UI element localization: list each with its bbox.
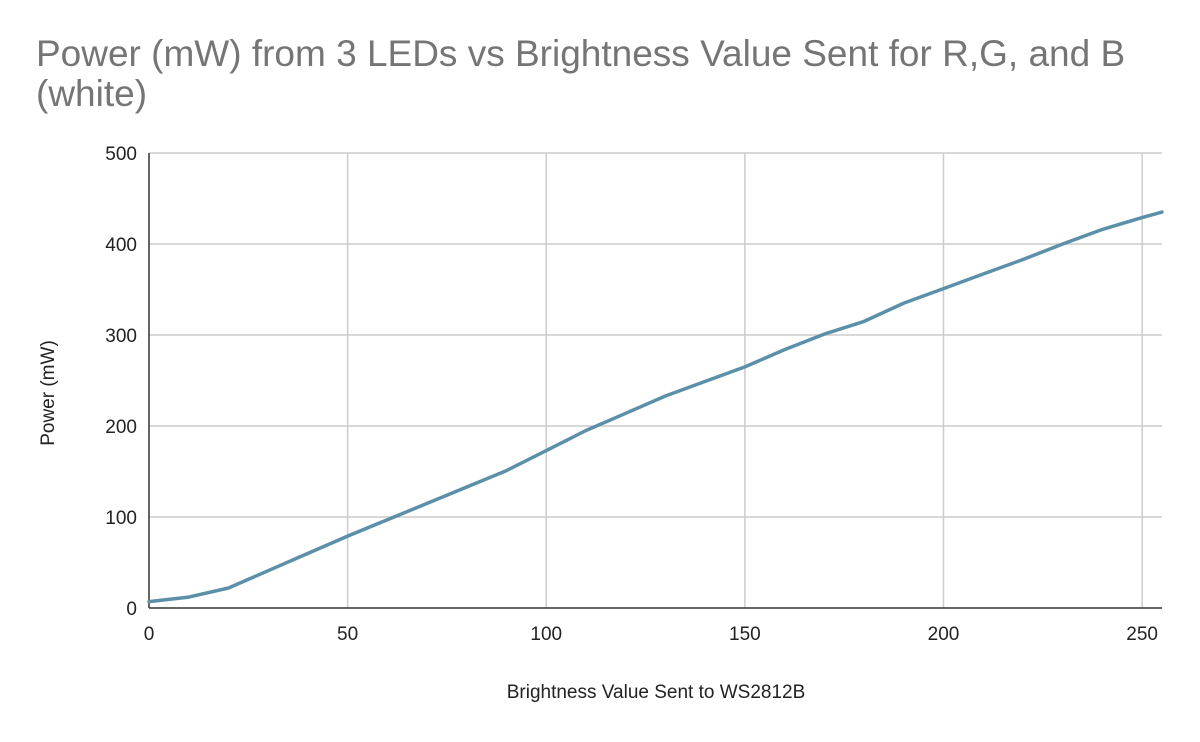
y-tick-label: 200 <box>105 417 137 438</box>
series-line <box>147 210 1164 604</box>
x-tick-label: 100 <box>530 624 562 645</box>
y-tick-label: 500 <box>105 144 137 165</box>
x-axis-title: Brightness Value Sent to WS2812B <box>507 682 806 703</box>
grid-lines <box>149 152 1162 608</box>
y-axis-title: Power (mW) <box>38 340 59 446</box>
x-tick-label: 150 <box>729 624 761 645</box>
y-tick-label: 100 <box>105 508 137 529</box>
x-tick-label: 0 <box>144 624 155 645</box>
x-tick-label: 250 <box>1126 624 1158 645</box>
y-tick-label: 0 <box>126 599 137 620</box>
y-tick-label: 400 <box>105 235 137 256</box>
x-tick-label: 50 <box>337 624 358 645</box>
chart-title: Power (mW) from 3 LEDs vs Brightness Val… <box>36 33 1126 114</box>
y-tick-label: 300 <box>105 326 137 347</box>
tick-labels: 0 100 200 300 400 500 0 50 100 150 200 250 <box>105 144 1158 645</box>
data-series <box>147 210 1164 604</box>
axes <box>148 153 1162 609</box>
x-tick-label: 200 <box>928 624 960 645</box>
